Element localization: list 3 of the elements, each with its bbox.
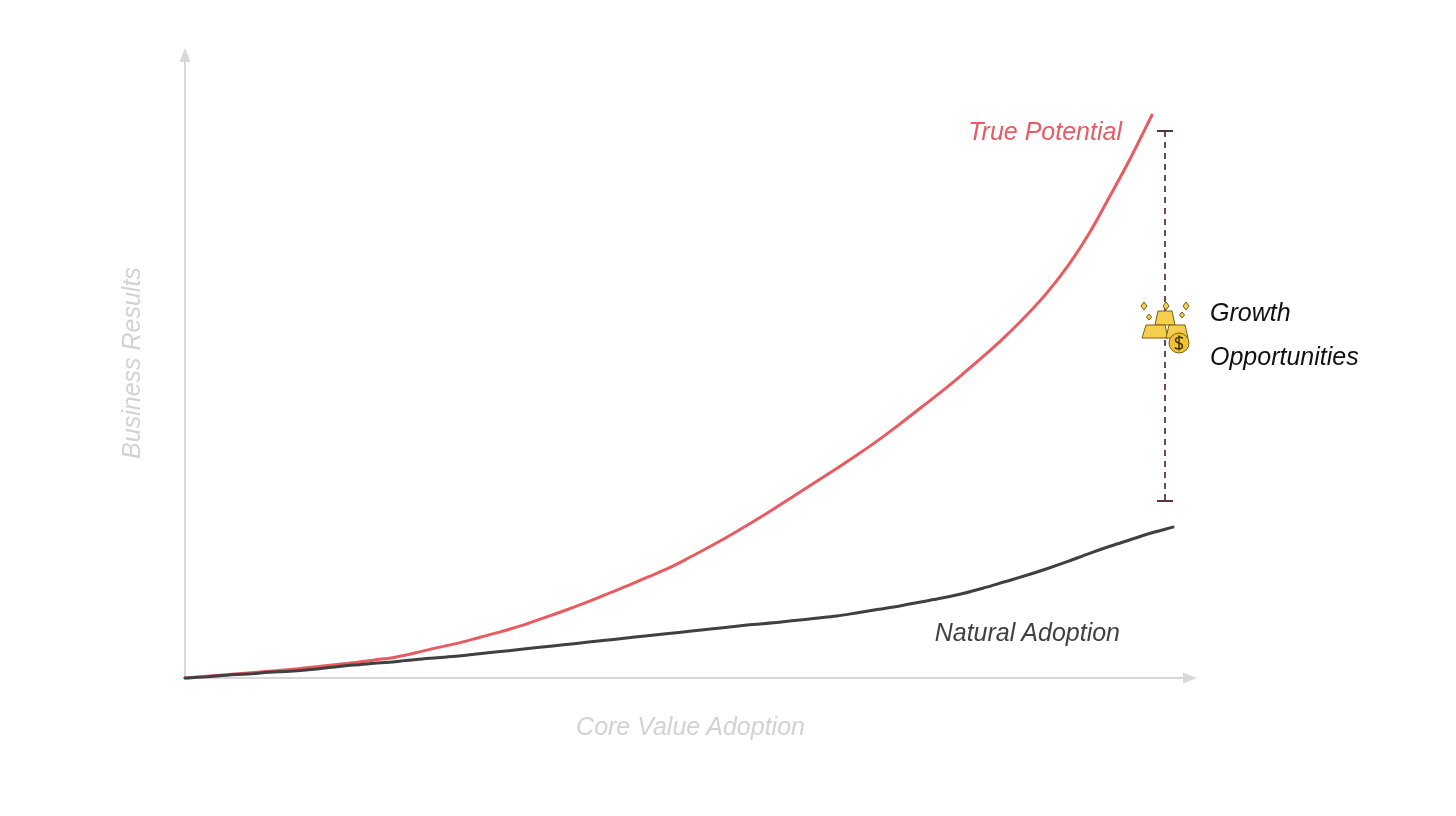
text: Growth Opportunities: [1210, 297, 1359, 370]
series-label: Natural Adoption: [934, 618, 1120, 647]
series-label: True Potential: [968, 116, 1124, 145]
